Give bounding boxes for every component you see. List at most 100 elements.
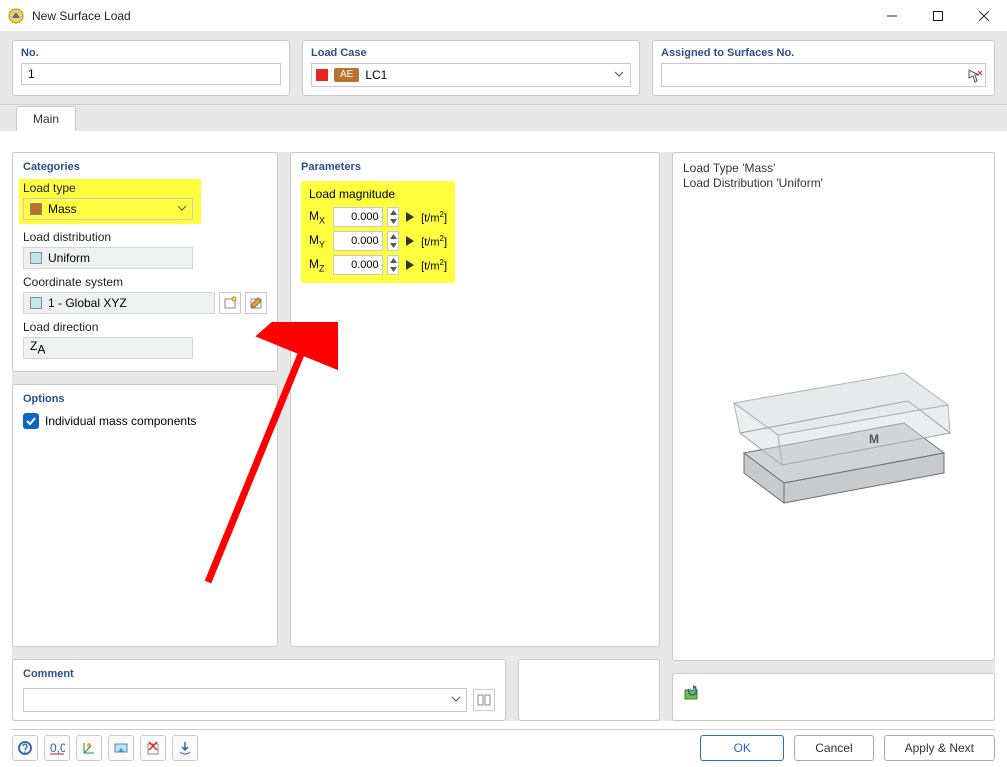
loadcase-swatch: [316, 69, 328, 81]
options-panel: Options Individual mass components: [12, 384, 278, 647]
chevron-down-icon: [177, 202, 187, 216]
checkbox-checked-icon: [23, 413, 39, 429]
view-tool-button[interactable]: [108, 735, 134, 761]
window-close-button[interactable]: [961, 0, 1007, 32]
pick-surfaces-button[interactable]: [964, 65, 986, 87]
magnitude-unit: [t/m2]: [421, 210, 447, 225]
load-dist-value: Uniform: [48, 251, 90, 265]
magnitude-goto-button[interactable]: [403, 212, 417, 222]
coord-swatch: [30, 297, 42, 309]
preview-line2: Load Distribution 'Uniform': [683, 176, 984, 191]
window-minimize-button[interactable]: [869, 0, 915, 32]
window-title: New Surface Load: [32, 9, 131, 23]
bottom-bar: 0,00 OK Cancel Apply & Next: [12, 729, 995, 759]
preview-canvas: M: [683, 197, 984, 648]
magnitude-input-y[interactable]: [333, 231, 383, 251]
magnitude-spinner[interactable]: [387, 255, 400, 275]
preview-toolbar: [672, 673, 995, 721]
individual-mass-checkbox[interactable]: Individual mass components: [23, 413, 267, 429]
no-label: No.: [21, 47, 281, 59]
preview-panel: Load Type 'Mass' Load Distribution 'Unif…: [672, 152, 995, 661]
comment-head: Comment: [23, 668, 495, 680]
spin-up-icon[interactable]: [388, 256, 399, 265]
magnitude-row-y: MY [t/m2]: [309, 229, 447, 253]
comment-library-button[interactable]: [473, 689, 495, 711]
categories-head: Categories: [23, 161, 267, 173]
help-button[interactable]: [12, 735, 38, 761]
assigned-label: Assigned to Surfaces No.: [661, 47, 986, 59]
load-magnitude-block: Load magnitude MX [t/m2] MY [t/m2] MZ [t/m2]: [301, 181, 455, 283]
apply-next-button[interactable]: Apply & Next: [884, 735, 995, 761]
parameters-head: Parameters: [301, 161, 649, 173]
magnitude-unit: [t/m2]: [421, 234, 447, 249]
load-type-swatch: [30, 203, 42, 215]
comment-panel: Comment: [12, 659, 506, 721]
individual-mass-label: Individual mass components: [45, 414, 196, 428]
tab-bar: Main: [0, 105, 1007, 131]
load-dir-combo[interactable]: ZA: [23, 337, 193, 359]
parameters-panel: Parameters Load magnitude MX [t/m2] MY [t/m…: [290, 152, 660, 647]
load-magnitude-title: Load magnitude: [309, 187, 447, 201]
coord-label: Coordinate system: [23, 275, 267, 289]
spin-up-icon[interactable]: [388, 208, 399, 217]
load-dist-swatch: [30, 252, 42, 264]
magnitude-unit: [t/m2]: [421, 258, 447, 273]
tab-main[interactable]: Main: [16, 106, 76, 131]
loadcase-text: LC1: [365, 68, 387, 82]
comment-side-panel: [518, 659, 660, 721]
load-dist-label: Load distribution: [23, 230, 267, 244]
chevron-down-icon: [451, 693, 461, 707]
load-tool-button[interactable]: [172, 735, 198, 761]
delete-tool-button[interactable]: [140, 735, 166, 761]
load-dir-value: ZA: [30, 339, 45, 356]
no-group: No.: [12, 40, 290, 96]
magnitude-input-x[interactable]: [333, 207, 383, 227]
cancel-button[interactable]: Cancel: [794, 735, 873, 761]
categories-panel: Categories Load type Mass Load distribut…: [12, 152, 278, 372]
load-type-value: Mass: [48, 202, 77, 216]
app-icon: [8, 8, 24, 24]
magnitude-symbol: MX: [309, 209, 329, 225]
preview-refresh-button[interactable]: [681, 682, 703, 704]
magnitude-goto-button[interactable]: [403, 260, 417, 270]
magnitude-goto-button[interactable]: [403, 236, 417, 246]
load-type-combo[interactable]: Mass: [23, 198, 193, 220]
spin-down-icon[interactable]: [388, 265, 399, 274]
load-dir-label: Load direction: [23, 320, 267, 334]
coord-combo[interactable]: 1 - Global XYZ: [23, 292, 215, 314]
top-fields: No. Load Case AE LC1 Assigned to Surface…: [0, 32, 1007, 105]
chevron-down-icon: [614, 68, 624, 82]
loadcase-group: Load Case AE LC1: [302, 40, 640, 96]
title-bar: New Surface Load: [0, 0, 1007, 32]
svg-text:0,00: 0,00: [50, 741, 65, 755]
magnitude-spinner[interactable]: [387, 231, 400, 251]
svg-text:M: M: [869, 432, 879, 446]
magnitude-spinner[interactable]: [387, 207, 400, 227]
loadcase-label: Load Case: [311, 47, 631, 59]
magnitude-input-z[interactable]: [333, 255, 383, 275]
spin-up-icon[interactable]: [388, 232, 399, 241]
edit-coord-button[interactable]: [245, 292, 267, 314]
new-coord-button[interactable]: [219, 292, 241, 314]
ok-button[interactable]: OK: [700, 735, 784, 761]
options-head: Options: [23, 393, 267, 405]
load-type-label: Load type: [23, 181, 197, 195]
magnitude-symbol: MY: [309, 233, 329, 249]
coord-value: 1 - Global XYZ: [48, 296, 127, 310]
no-input[interactable]: [21, 63, 281, 85]
load-dist-combo[interactable]: Uniform: [23, 247, 193, 269]
spin-down-icon[interactable]: [388, 217, 399, 226]
window-maximize-button[interactable]: [915, 0, 961, 32]
assigned-group: Assigned to Surfaces No.: [652, 40, 995, 96]
comment-combo[interactable]: [23, 688, 467, 712]
assigned-input[interactable]: [661, 63, 986, 87]
loadcase-pill: AE: [334, 68, 359, 82]
loadcase-combo[interactable]: AE LC1: [311, 63, 631, 87]
magnitude-row-x: MX [t/m2]: [309, 205, 447, 229]
magnitude-row-z: MZ [t/m2]: [309, 253, 447, 277]
preview-line1: Load Type 'Mass': [683, 161, 984, 176]
units-button[interactable]: 0,00: [44, 735, 70, 761]
magnitude-symbol: MZ: [309, 257, 329, 273]
spin-down-icon[interactable]: [388, 241, 399, 250]
coord-tool-button[interactable]: [76, 735, 102, 761]
